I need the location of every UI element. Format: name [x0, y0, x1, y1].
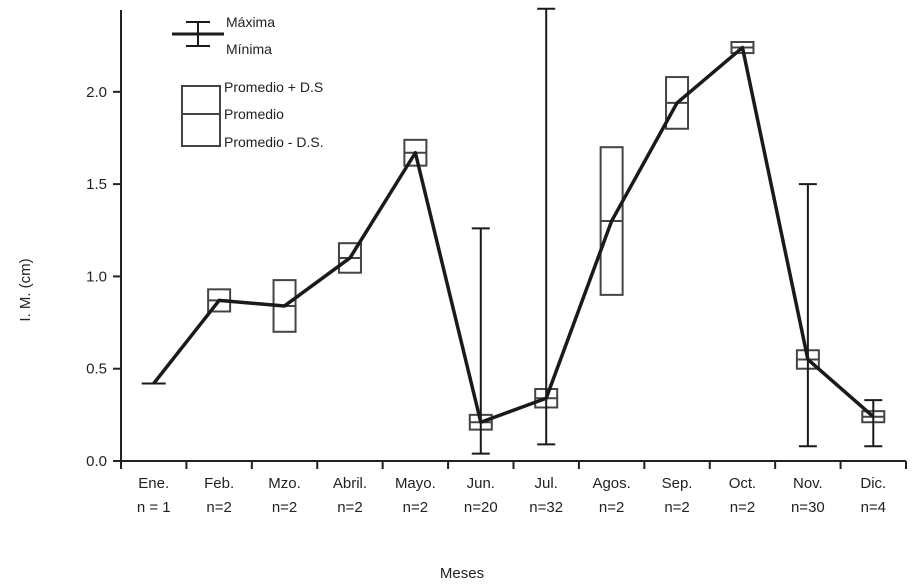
x-tick-label-month: Sep. [662, 475, 693, 492]
legend-whisker-symbol [172, 21, 224, 47]
x-tick-label-n: n=2 [599, 499, 624, 516]
legend: Máxima Mínima Promedio + D.S Promedio Pr… [172, 14, 324, 150]
x-tick-label-n: n=2 [403, 499, 428, 516]
mean-line [141, 45, 875, 424]
x-tick-label-n: n=32 [529, 499, 563, 516]
x-tick-label-month: Agos. [592, 475, 630, 492]
x-tick-label-month: Jul. [535, 475, 558, 492]
x-tick-label-month: Oct. [729, 475, 757, 492]
x-tick-label-month: Ene. [138, 475, 169, 492]
y-tick-label: 1.5 [86, 176, 107, 193]
x-tick-label-n: n=2 [730, 499, 755, 516]
legend-box-symbol [181, 85, 221, 147]
x-tick-label-n: n=2 [664, 499, 689, 516]
x-tick-label-month: Dic. [860, 475, 886, 492]
y-tick-label: 0.5 [86, 361, 107, 378]
y-tick-label: 1.0 [86, 268, 107, 285]
x-tick-label-month: Mayo. [395, 475, 436, 492]
y-ticks: 0.0 0.5 1.0 1.5 2.0 [86, 84, 121, 470]
legend-sd-low-label: Promedio - D.S. [224, 134, 324, 150]
x-tick-label-month: Nov. [793, 475, 823, 492]
x-tick-label-month: Feb. [204, 475, 234, 492]
y-tick-label: 0.0 [86, 453, 107, 470]
mean-polyline [152, 45, 875, 424]
y-axis-label: I. M. (cm) [17, 258, 34, 321]
x-ticks: Ene. n = 1 Feb. n=2 Mzo. n=2 Abril. n=2 Mayo. n=2… [120, 461, 907, 516]
x-axis-label: Meses [440, 565, 484, 582]
legend-mean-label: Promedio [224, 106, 284, 122]
legend-max-label: Máxima [226, 14, 275, 30]
legend-sd-high-label: Promedio + D.S [224, 79, 323, 95]
y-tick-label: 2.0 [86, 84, 107, 101]
x-tick-label-n: n=2 [272, 499, 297, 516]
x-tick-label-n: n=30 [791, 499, 825, 516]
x-tick-label-n: n = 1 [137, 499, 171, 516]
axes [120, 10, 906, 462]
x-tick-label-n: n=2 [337, 499, 362, 516]
x-tick-label-month: Abril. [333, 475, 367, 492]
x-tick-label-n: n=20 [464, 499, 498, 516]
min-max-whiskers [471, 7, 883, 455]
legend-min-label: Mínima [226, 41, 272, 57]
x-tick-label-month: Jun. [467, 475, 495, 492]
x-tick-label-month: Mzo. [268, 475, 301, 492]
x-tick-label-n: n=4 [861, 499, 886, 516]
x-tick-label-n: n=2 [206, 499, 231, 516]
